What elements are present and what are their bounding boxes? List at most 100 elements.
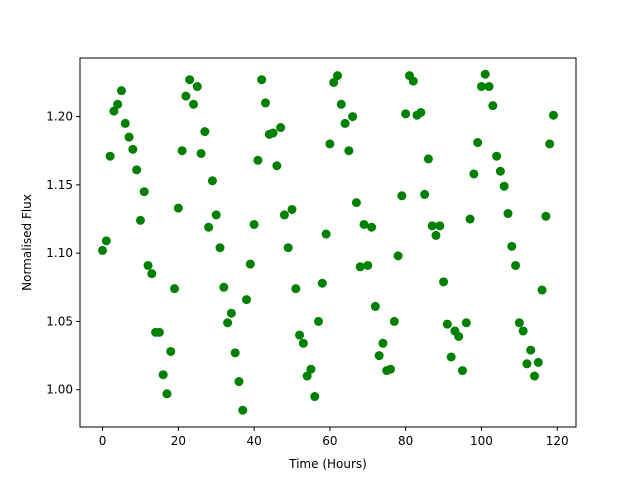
data-point	[279, 210, 289, 220]
data-point	[545, 139, 555, 149]
data-point	[196, 148, 206, 158]
data-point	[234, 377, 244, 387]
x-axis-label: Time (Hours)	[288, 457, 367, 471]
data-point	[276, 123, 286, 133]
data-point	[120, 118, 130, 128]
data-point	[306, 364, 316, 374]
data-point	[454, 331, 464, 341]
data-point	[351, 198, 361, 208]
data-point	[442, 319, 452, 329]
data-point	[355, 262, 365, 272]
data-point	[401, 109, 411, 119]
data-point	[188, 99, 198, 109]
data-point	[128, 144, 138, 154]
data-point	[530, 371, 540, 381]
x-tick-label: 120	[546, 434, 569, 448]
data-point	[344, 146, 354, 156]
data-point	[473, 138, 483, 148]
data-point	[101, 236, 111, 246]
data-point	[488, 101, 498, 111]
data-point	[397, 191, 407, 201]
data-point	[109, 106, 119, 116]
x-tick-label: 100	[470, 434, 493, 448]
plot-frame	[79, 57, 577, 428]
data-point	[522, 359, 532, 369]
data-point	[98, 245, 108, 255]
data-point	[393, 251, 403, 261]
data-point	[389, 316, 399, 326]
data-point	[147, 269, 157, 279]
data-point	[431, 230, 441, 240]
y-axis-ticks: 1.00 1.05 1.10 1.15 1.20	[46, 110, 80, 397]
x-axis-ticks: 0 20 40 60 80 100 120	[99, 427, 569, 448]
data-point	[314, 316, 324, 326]
data-point	[461, 318, 471, 328]
data-point	[105, 151, 115, 161]
data-point	[135, 215, 145, 225]
y-tick-label: 1.00	[46, 383, 73, 397]
data-point	[374, 351, 384, 361]
data-point	[154, 327, 164, 337]
data-point	[238, 405, 248, 415]
y-tick-label: 1.05	[46, 314, 73, 328]
data-point	[469, 169, 479, 179]
data-point	[132, 165, 142, 175]
data-point	[526, 345, 536, 355]
data-point	[359, 219, 369, 229]
data-point	[465, 214, 475, 224]
data-point	[495, 166, 505, 176]
data-point	[408, 76, 418, 86]
data-point	[207, 176, 217, 186]
data-point	[370, 301, 380, 311]
data-point	[249, 219, 259, 229]
data-point	[480, 69, 490, 79]
data-point	[336, 99, 346, 109]
data-point	[423, 154, 433, 164]
data-point	[511, 260, 521, 270]
y-tick-label: 1.20	[46, 110, 73, 124]
data-point	[223, 318, 233, 328]
data-point	[514, 318, 524, 328]
data-point	[329, 77, 339, 87]
data-point	[332, 71, 342, 81]
data-point	[192, 82, 202, 92]
data-point	[325, 139, 335, 149]
x-tick-label: 40	[246, 434, 261, 448]
data-point	[298, 338, 308, 348]
data-point	[257, 75, 267, 85]
data-point	[446, 352, 456, 362]
data-point	[427, 221, 437, 231]
data-point	[321, 229, 331, 239]
data-point	[166, 346, 176, 356]
data-point	[348, 112, 358, 122]
data-point	[116, 86, 126, 96]
data-point	[363, 260, 373, 270]
data-point	[533, 357, 543, 367]
data-point	[219, 282, 229, 292]
data-point	[340, 118, 350, 128]
data-point	[260, 98, 270, 108]
data-point	[268, 128, 278, 138]
y-axis-label: Normalised Flux	[20, 194, 34, 291]
data-point	[503, 209, 513, 219]
data-point	[378, 338, 388, 348]
data-point	[310, 392, 320, 402]
data-point	[139, 187, 149, 197]
data-point	[476, 82, 486, 92]
x-tick-label: 0	[99, 434, 107, 448]
data-point	[272, 161, 282, 171]
data-point	[204, 222, 214, 232]
data-point	[420, 189, 430, 199]
data-point	[484, 82, 494, 92]
data-point	[170, 284, 180, 294]
data-point	[541, 211, 551, 221]
data-point	[416, 107, 426, 117]
data-point	[200, 127, 210, 137]
data-point	[499, 181, 509, 191]
data-point	[245, 259, 255, 269]
data-point	[435, 221, 445, 231]
data-point	[230, 348, 240, 358]
x-tick-label: 80	[398, 434, 413, 448]
